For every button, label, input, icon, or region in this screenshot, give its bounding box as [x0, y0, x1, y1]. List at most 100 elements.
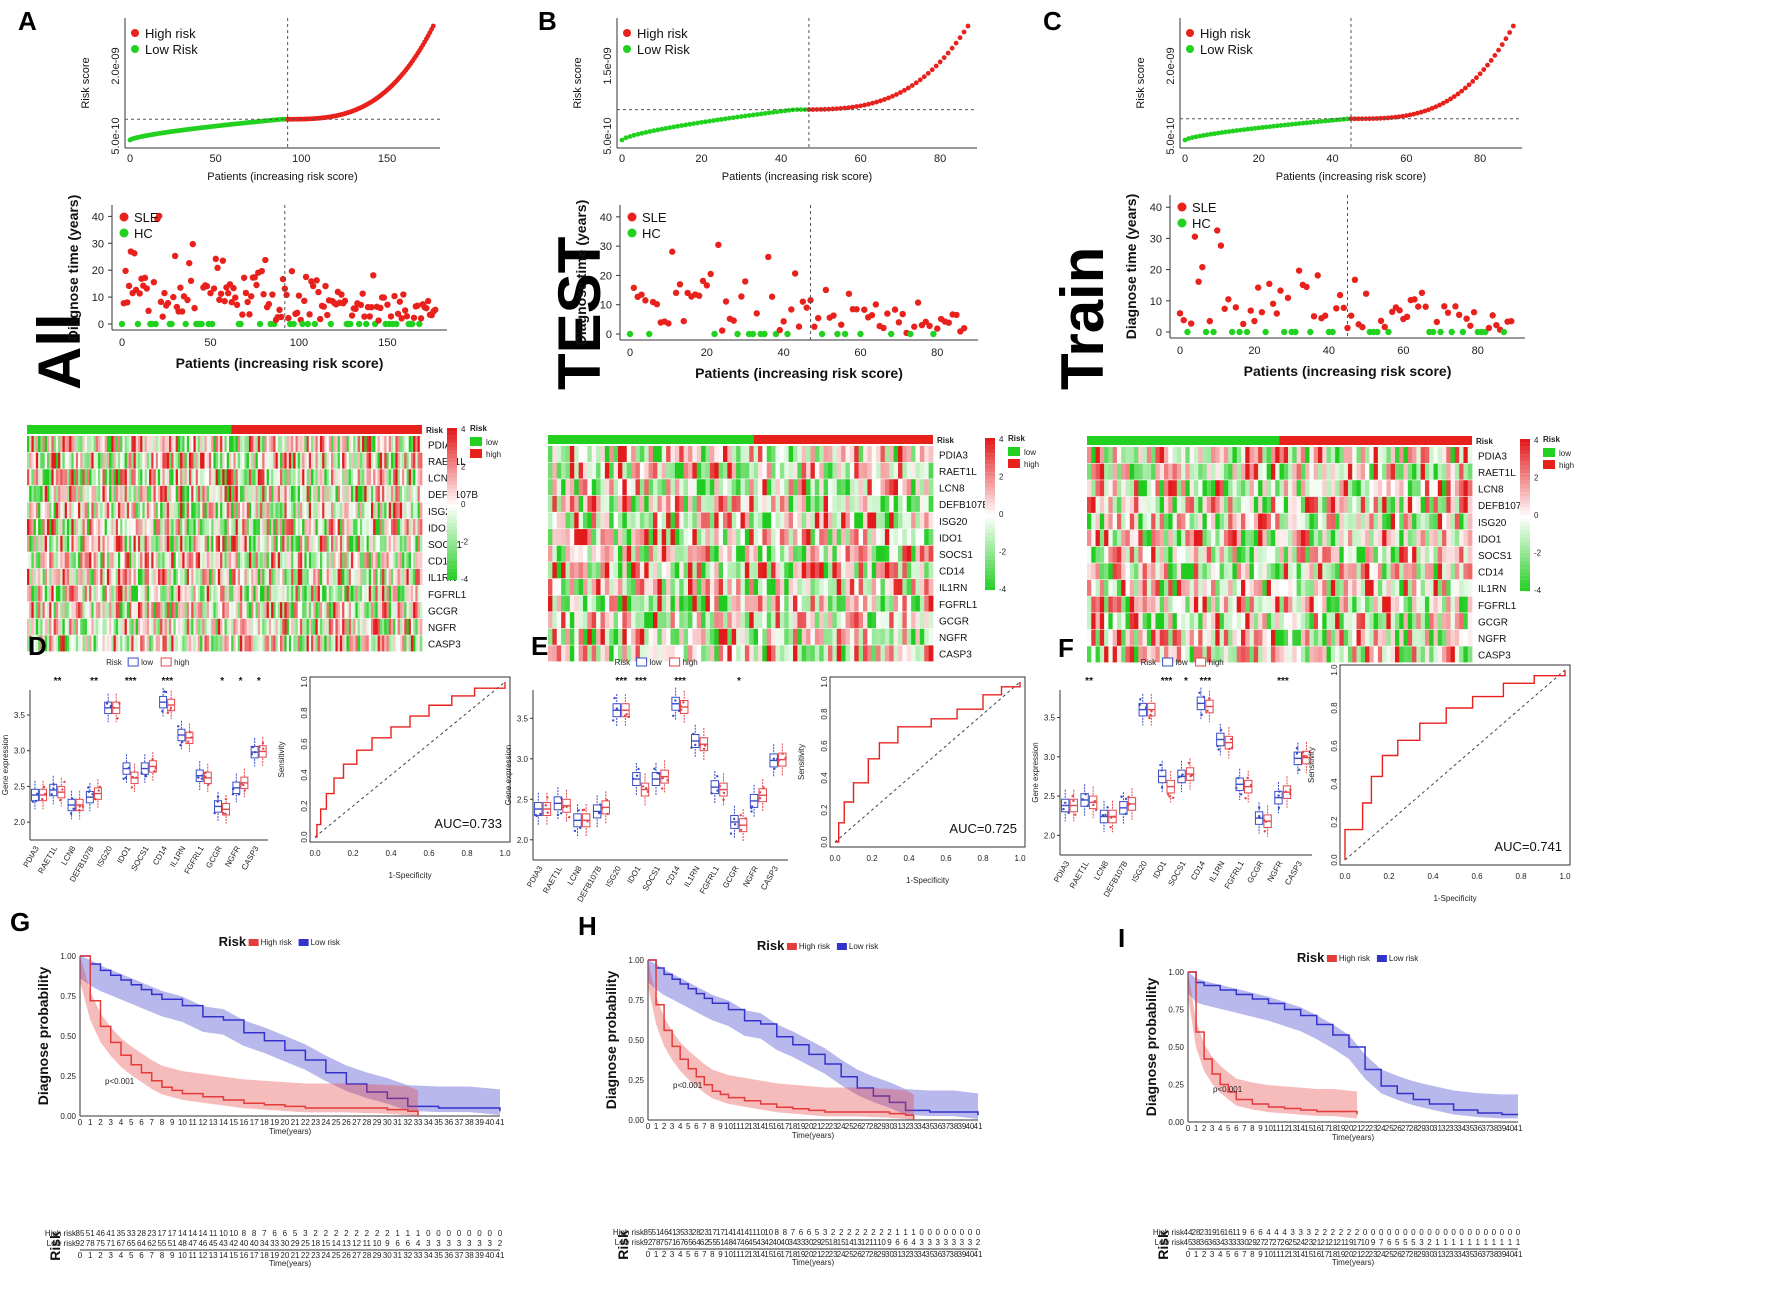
y-tick-label: 1.0 — [300, 676, 309, 688]
heat-cell — [328, 535, 332, 552]
diagnose-point — [907, 330, 914, 338]
heat-cell — [315, 585, 319, 602]
heat-cell — [273, 568, 276, 585]
diagnose-point — [699, 277, 707, 285]
heat-cell — [419, 602, 423, 619]
heat-cell — [574, 512, 580, 529]
heat-cell — [368, 552, 372, 569]
heat-cell — [758, 462, 763, 479]
heat-cell — [548, 545, 553, 562]
heat-cell — [863, 495, 868, 512]
heat-cell — [574, 578, 580, 595]
heat-cell — [142, 585, 146, 602]
box-point — [679, 704, 682, 707]
heat-cell — [898, 479, 903, 496]
heat-cell — [889, 545, 895, 562]
heat-cell — [366, 519, 370, 536]
heat-cell — [109, 535, 112, 552]
diagnose-point — [788, 306, 795, 313]
heat-cell — [644, 562, 650, 579]
heat-cell — [556, 645, 562, 662]
heat-cell — [213, 552, 217, 569]
diagnose-point — [118, 320, 126, 328]
diagnose-point — [315, 288, 322, 296]
heat-cell — [762, 645, 768, 662]
heat-cell — [556, 545, 562, 562]
heat-cell — [889, 446, 895, 463]
heat-cell — [561, 578, 566, 595]
heat-cell — [342, 436, 345, 453]
heat-cell — [731, 562, 737, 579]
heat-cell — [328, 469, 332, 486]
heat-cell — [135, 452, 139, 469]
heat-cell — [406, 568, 410, 585]
heat-cell — [359, 436, 363, 453]
heat-cell — [235, 602, 239, 619]
heat-cell — [277, 535, 281, 552]
heat-cell — [402, 635, 405, 652]
heat-cell — [626, 645, 632, 662]
diagnose-point — [203, 283, 211, 290]
heat-cell — [202, 452, 205, 469]
risk-table-tick: 34 — [424, 1251, 433, 1260]
heat-cell — [171, 452, 174, 469]
x-tick-label: 6 — [694, 1122, 699, 1131]
heat-cell — [884, 628, 890, 645]
heat-cell — [231, 502, 234, 519]
heat-cell — [282, 618, 285, 635]
heat-cell — [308, 568, 312, 585]
risk-table-low-count: 64 — [692, 1238, 701, 1247]
heat-cell — [277, 635, 281, 652]
risk-table-high-count: 28 — [137, 1229, 146, 1238]
heat-cell — [177, 635, 181, 652]
heat-cell — [142, 502, 146, 519]
heat-cell — [784, 512, 790, 529]
heat-cell — [370, 485, 374, 502]
heat-cell — [696, 562, 702, 579]
heat-cell — [552, 595, 558, 612]
heat-cell — [71, 469, 75, 486]
heat-cell — [701, 512, 706, 529]
heat-cell — [255, 568, 259, 585]
heat-cell — [208, 469, 212, 486]
heat-cell — [33, 568, 37, 585]
heat-cell — [395, 585, 398, 602]
x-axis-label: Patients (increasing risk score) — [695, 365, 903, 381]
heat-cell — [306, 502, 310, 519]
heat-cell — [390, 436, 394, 453]
heat-cell — [775, 495, 781, 512]
heat-cell — [390, 485, 394, 502]
heat-cell — [262, 618, 265, 635]
heat-cell — [679, 595, 685, 612]
risk-table-high-count: 0 — [952, 1228, 957, 1237]
heat-cell — [727, 578, 733, 595]
heat-cell — [836, 495, 842, 512]
heat-cell — [182, 519, 185, 536]
heat-cell — [714, 495, 720, 512]
heat-cell — [109, 485, 112, 502]
heat-cell — [902, 529, 908, 546]
heat-cell — [373, 535, 376, 552]
heat-cell — [82, 502, 86, 519]
heat-cell — [173, 519, 177, 536]
heat-cell — [308, 585, 312, 602]
box-legend-high-swatch — [669, 657, 681, 667]
heat-cell — [337, 502, 341, 519]
heat-cell — [195, 452, 199, 469]
risk-table-low-count: 75 — [660, 1238, 669, 1247]
heat-cell — [220, 618, 223, 635]
heat-cell — [151, 568, 154, 585]
heat-cell — [78, 485, 81, 502]
heat-cell — [166, 535, 170, 552]
heat-cell — [561, 446, 566, 463]
heat-cell — [906, 612, 912, 629]
scale-swatch — [985, 468, 995, 473]
heat-cell — [149, 602, 152, 619]
heat-cell — [779, 612, 785, 629]
y-tick-label: 10 — [92, 292, 104, 304]
heat-cell — [291, 535, 294, 552]
heat-cell — [137, 635, 141, 652]
heat-cell — [89, 469, 92, 486]
box-point — [190, 736, 193, 739]
heat-cell — [653, 479, 658, 496]
